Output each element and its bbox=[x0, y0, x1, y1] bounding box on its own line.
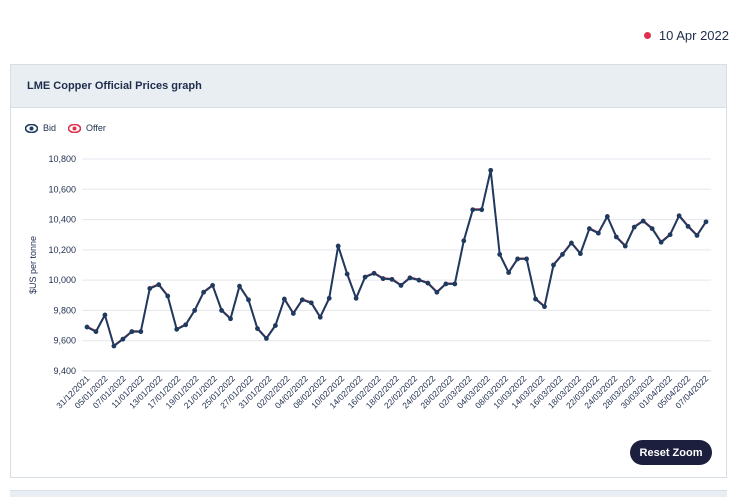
data-point-bid bbox=[640, 218, 646, 224]
data-point-bid bbox=[290, 311, 296, 316]
data-point-bid bbox=[497, 252, 503, 257]
chart-card: LME Copper Official Prices graph Bid Off… bbox=[10, 64, 727, 478]
data-point-bid bbox=[192, 308, 198, 313]
data-point-bid bbox=[174, 326, 180, 332]
reset-zoom-button[interactable]: Reset Zoom bbox=[630, 440, 712, 465]
data-point-bid bbox=[524, 256, 529, 262]
data-point-bid bbox=[604, 214, 610, 219]
data-point-bid bbox=[488, 167, 494, 173]
data-point-bid bbox=[183, 322, 189, 328]
data-point-bid bbox=[658, 239, 664, 245]
data-point-bid bbox=[649, 226, 655, 232]
data-point-bid bbox=[434, 289, 440, 295]
latest-date: 10 Apr 2022 bbox=[643, 28, 729, 43]
y-axis-label: $US per tonne bbox=[28, 236, 38, 294]
data-point-bid bbox=[407, 275, 413, 281]
legend-item-offer[interactable]: Offer bbox=[68, 123, 106, 133]
data-point-bid bbox=[84, 324, 90, 330]
y-tick-label: 9,800 bbox=[53, 305, 76, 315]
data-point-bid bbox=[255, 326, 260, 331]
series-line-offer bbox=[86, 168, 707, 346]
data-point-bid bbox=[210, 283, 215, 288]
data-point-bid bbox=[371, 270, 377, 276]
data-point-bid bbox=[111, 343, 117, 349]
data-point-bid bbox=[138, 329, 144, 335]
data-point-bid bbox=[506, 270, 512, 275]
eye-icon bbox=[68, 123, 82, 133]
price-line-chart[interactable]: 10,800 10,600 10,400 10,200 10,000 9,800 9,600… bbox=[11, 65, 728, 479]
data-point-bid bbox=[201, 289, 207, 295]
data-point-bid bbox=[676, 213, 682, 219]
data-point-bid bbox=[353, 295, 359, 301]
data-point-bid bbox=[380, 276, 386, 282]
latest-date-text: 10 Apr 2022 bbox=[658, 28, 729, 43]
legend-bid-label: Bid bbox=[43, 123, 57, 133]
data-point-bid bbox=[685, 223, 691, 229]
data-point-bid bbox=[335, 243, 341, 249]
data-point-bid bbox=[533, 296, 538, 302]
data-point-bid bbox=[398, 283, 404, 288]
data-point-bid bbox=[560, 252, 565, 257]
data-point-bid bbox=[667, 232, 673, 238]
data-point-bid bbox=[470, 207, 476, 213]
data-point-bid bbox=[613, 234, 619, 240]
data-point-bid bbox=[237, 283, 242, 289]
data-point-bid bbox=[542, 304, 547, 310]
data-point-bid bbox=[102, 312, 108, 318]
series-line-bid bbox=[86, 169, 707, 347]
data-point-bid bbox=[595, 230, 601, 236]
data-point-bid bbox=[93, 329, 99, 335]
data-point-bid bbox=[694, 233, 700, 238]
data-point-bid bbox=[165, 293, 171, 299]
chart-card-title: LME Copper Official Prices graph bbox=[27, 80, 202, 92]
data-point-bid bbox=[425, 280, 431, 286]
data-point-bid bbox=[299, 297, 305, 303]
data-point-bid bbox=[586, 226, 592, 232]
data-point-bid bbox=[317, 314, 323, 320]
data-point-bid bbox=[479, 207, 485, 213]
live-dot-icon bbox=[643, 32, 651, 39]
next-card-edge bbox=[10, 490, 727, 497]
data-point-bid bbox=[219, 308, 224, 313]
data-point-bid bbox=[281, 296, 287, 302]
data-point-bid bbox=[228, 316, 233, 322]
data-point-bid bbox=[147, 286, 153, 291]
y-tick-label: 10,200 bbox=[48, 245, 76, 255]
y-tick-label: 10,000 bbox=[48, 275, 76, 285]
chart-legend: Bid Offer bbox=[25, 123, 112, 133]
data-point-bid bbox=[631, 224, 637, 230]
chart-card-header: LME Copper Official Prices graph bbox=[11, 65, 726, 108]
data-point-bid bbox=[120, 336, 126, 342]
data-point-bid bbox=[416, 277, 422, 283]
data-point-bid bbox=[703, 219, 709, 225]
y-tick-label: 10,600 bbox=[48, 184, 76, 194]
data-point-bid bbox=[389, 276, 395, 282]
data-point-bid bbox=[272, 323, 278, 328]
data-point-bid bbox=[264, 336, 269, 341]
y-tick-label: 10,400 bbox=[48, 215, 76, 225]
y-tick-label: 10,800 bbox=[48, 154, 76, 164]
data-point-bid bbox=[326, 295, 332, 301]
data-point-bid bbox=[578, 251, 583, 257]
data-point-bid bbox=[156, 282, 162, 288]
legend-item-bid[interactable]: Bid bbox=[25, 123, 56, 133]
legend-offer-label: Offer bbox=[86, 123, 106, 133]
y-tick-label: 9,600 bbox=[53, 336, 76, 346]
data-point-bid bbox=[308, 300, 314, 306]
data-point-bid bbox=[461, 238, 467, 244]
data-point-bid bbox=[246, 297, 251, 303]
data-point-bid bbox=[344, 271, 350, 277]
data-point-bid bbox=[129, 329, 135, 335]
data-point-bid bbox=[551, 262, 556, 268]
y-tick-label: 9,400 bbox=[53, 366, 76, 376]
data-point-bid bbox=[443, 281, 449, 287]
data-point-bid bbox=[452, 281, 458, 287]
data-point-bid bbox=[362, 274, 368, 280]
data-point-bid bbox=[569, 240, 574, 246]
data-point-bid bbox=[622, 243, 628, 249]
data-point-bid bbox=[515, 256, 521, 262]
eye-icon bbox=[25, 123, 38, 133]
